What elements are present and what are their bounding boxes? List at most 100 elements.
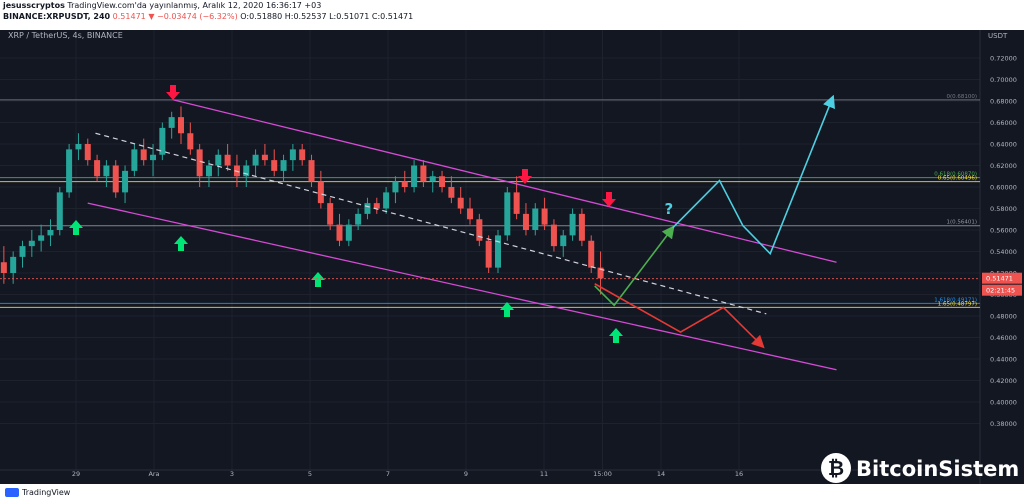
candle-body xyxy=(383,192,390,209)
candle-body xyxy=(196,149,203,177)
candle-body xyxy=(131,149,138,171)
author-name[interactable]: jesusscryptos xyxy=(3,1,65,10)
last-price: 0.51471 xyxy=(112,12,146,21)
tradingview-logo[interactable]: TradingView xyxy=(5,488,70,497)
candle-body xyxy=(205,165,212,177)
y-tick-label: 0.60000 xyxy=(990,184,1017,192)
candle-body xyxy=(187,133,194,150)
x-tick-label: 5 xyxy=(308,470,312,478)
candle-body xyxy=(345,224,352,241)
open-value: O:0.51880 xyxy=(240,12,283,21)
down-arrow-icon xyxy=(518,169,532,184)
candle-body xyxy=(373,203,380,209)
y-tick-label: 0.54000 xyxy=(990,248,1017,256)
y-tick-label: 0.68000 xyxy=(990,98,1017,106)
candle-body xyxy=(159,127,166,155)
high-value: H:0.52537 xyxy=(284,12,327,21)
candle-body xyxy=(289,149,296,161)
candle-body xyxy=(56,192,63,230)
candle-body xyxy=(578,213,585,241)
fib-level-label: 0.618(0.60870) xyxy=(934,172,977,178)
bitcoin-logo-icon: ₿ BitcoinSistemi xyxy=(821,453,1024,483)
candle-body xyxy=(420,165,427,182)
candle-body xyxy=(28,240,35,247)
tradingview-icon xyxy=(5,488,19,497)
watermark-text: BitcoinSistemi xyxy=(856,457,1018,481)
candle-body xyxy=(327,203,334,225)
y-tick-label: 0.72000 xyxy=(990,55,1017,63)
candle-body xyxy=(0,262,7,273)
publish-info: TradingView.com'da yayınlanmış, Aralık 1… xyxy=(67,1,322,10)
x-tick-label: 11 xyxy=(540,470,548,478)
price-chart[interactable]: 0(0.68100) 0.618(0.60870)0.65(0.60496) 1(0… xyxy=(0,30,1024,484)
candle-body xyxy=(299,149,306,161)
candle-body xyxy=(10,256,17,273)
candle-body xyxy=(504,192,511,236)
candle-body xyxy=(494,235,501,268)
candle-body xyxy=(429,176,436,182)
channel-lower-line xyxy=(87,202,837,371)
candle-body xyxy=(177,117,184,134)
candle-body xyxy=(243,165,250,177)
candle-body xyxy=(588,240,595,268)
x-tick-label: 16 xyxy=(735,470,743,478)
countdown-box xyxy=(982,284,1022,296)
fib-level-label: 1(0.56401) xyxy=(946,220,977,226)
x-tick-label: 9 xyxy=(464,470,468,478)
x-tick-label: 3 xyxy=(230,470,234,478)
footer-bar: TradingView xyxy=(0,484,1024,503)
tradingview-logo-text: TradingView xyxy=(22,488,71,497)
candle-body xyxy=(597,267,604,279)
y-tick-label: 0.66000 xyxy=(990,119,1017,127)
candle-body xyxy=(122,170,129,193)
candle-body xyxy=(457,197,464,209)
fib-level-label: 0(0.68100) xyxy=(946,94,977,100)
candle-body xyxy=(103,165,110,177)
candle-body xyxy=(84,144,91,161)
up-arrow-icon xyxy=(311,272,325,287)
chart-title: XRP / TetherUS, 4s, BINANCE xyxy=(8,31,123,40)
y-tick-label: 0.38000 xyxy=(990,420,1017,428)
y-tick-label: 0.48000 xyxy=(990,313,1017,321)
candle-body xyxy=(476,219,483,241)
y-tick-label: 0.62000 xyxy=(990,162,1017,170)
candle-body xyxy=(75,144,82,150)
channel-middle-line xyxy=(95,132,767,315)
candle-body xyxy=(336,224,343,241)
candle-body xyxy=(532,208,539,230)
price-change: ▼ −0.03474 (−6.32%) xyxy=(148,12,238,21)
candle-body xyxy=(448,187,455,198)
up-arrow-icon xyxy=(69,220,83,235)
green-projection-path xyxy=(594,225,675,307)
candle-body xyxy=(411,165,418,187)
fib-level-label: 1.65(0.48797) xyxy=(938,301,977,307)
candle-body xyxy=(150,154,157,161)
candle-body xyxy=(280,160,287,171)
y-tick-label: 0.64000 xyxy=(990,141,1017,149)
chart-header: jesusscryptos TradingView.com'da yayınla… xyxy=(0,0,1024,30)
down-arrow-icon xyxy=(602,192,616,207)
candle-body xyxy=(485,240,492,268)
candle-body xyxy=(112,165,119,193)
up-arrow-icon xyxy=(609,328,623,343)
up-arrow-icon xyxy=(500,302,514,317)
y-tick-label: 0.40000 xyxy=(990,399,1017,407)
candle-body xyxy=(569,213,576,236)
svg-text:₿: ₿ xyxy=(828,456,844,480)
candle-body xyxy=(215,154,222,166)
publish-line: jesusscryptos TradingView.com'da yayınla… xyxy=(3,1,321,11)
x-tick-label: 14 xyxy=(657,470,665,478)
red-projection-path xyxy=(594,283,765,349)
candle-body xyxy=(252,154,259,166)
question-mark-label: ? xyxy=(664,200,673,218)
last-price-box xyxy=(982,272,1022,284)
candle-body xyxy=(224,154,231,166)
y-tick-label: 0.58000 xyxy=(990,205,1017,213)
y-tick-label: 0.42000 xyxy=(990,377,1017,385)
candle-body xyxy=(364,203,371,214)
x-tick-label: 15:00 xyxy=(593,470,612,478)
candle-body xyxy=(513,192,520,214)
x-tick-label: 7 xyxy=(386,470,390,478)
candle-body xyxy=(140,149,147,161)
fib-level-label: 0.65(0.60496) xyxy=(938,176,977,182)
